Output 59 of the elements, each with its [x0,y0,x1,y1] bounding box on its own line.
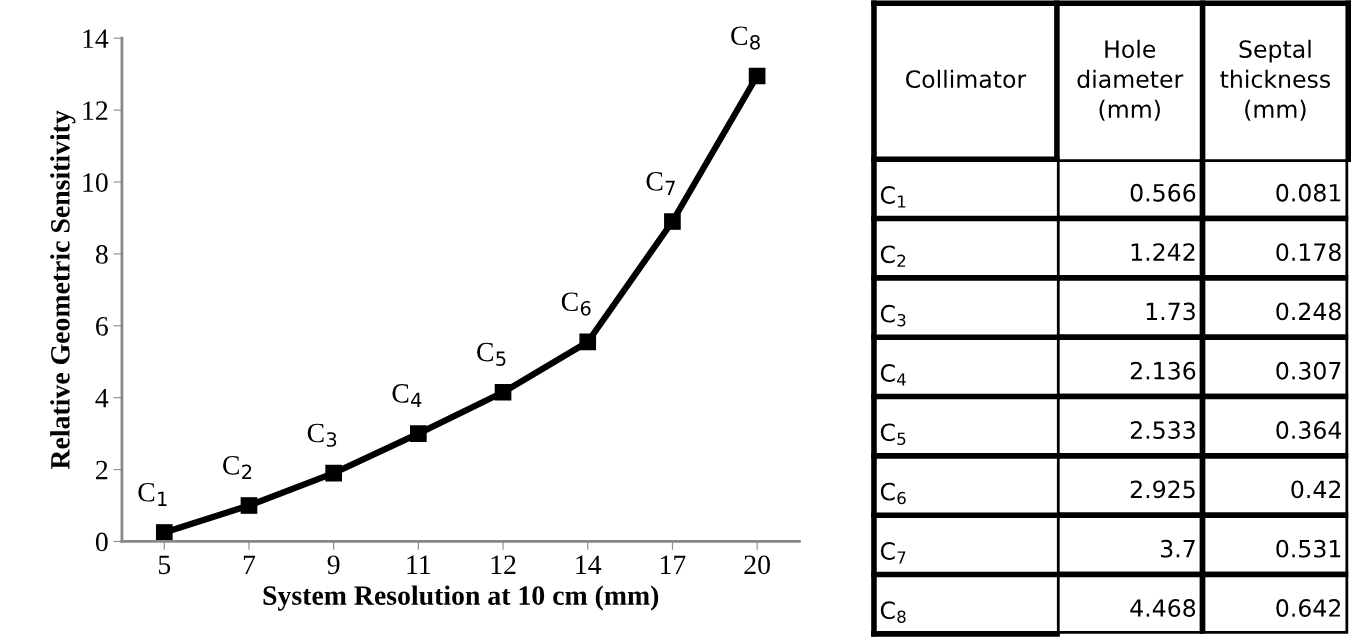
y-tick-label: 0 [95,532,108,552]
x-tick-label: 12 [491,555,516,574]
y-tick-label: C$_{6}$ [880,482,906,505]
point [155,524,173,541]
y-tick-label: C$_{7}$ [880,542,906,564]
x-tick-label: 9 [327,555,340,575]
point [410,425,427,442]
annotation: C$_{7}$ [646,172,675,195]
annotation: C$_{4}$ [392,384,422,408]
y-tick-label: C$_{8}$ [880,601,906,623]
data-label: 0.642 [1276,599,1341,617]
annotation: C$_{2}$ [223,455,252,479]
data-label: 4.468 [1130,599,1196,617]
x-tick-label: Septal thickness (mm) [1220,39,1331,121]
y-tick-label: C$_{5}$ [880,423,906,446]
x-tick-label: 17 [660,555,686,574]
x-tick-label: 11 [407,555,431,574]
data-label: 2.533 [1130,421,1195,439]
y-tick-label: 2 [96,460,108,480]
point [494,383,512,401]
y-axis-title: Relative Geometric Sensitivity [50,110,76,470]
x-tick-label: 5 [158,555,171,575]
y-tick-label: 8 [95,245,108,264]
annotation: C$_{6}$ [561,292,591,316]
point [748,67,766,85]
data-label: 0.531 [1276,539,1341,558]
point [664,213,681,230]
data-label: 0.364 [1276,421,1342,439]
y-tick-label: 6 [96,317,108,336]
data-label: 0.178 [1276,243,1341,262]
data-label: 0.307 [1276,361,1341,380]
data-label: 2.136 [1130,361,1196,380]
data-label: 0.081 [1276,183,1341,202]
x-tick-label: 7 [243,555,256,574]
y-tick-label: C$_{4}$ [880,364,906,386]
y-tick-label: C$_{1}$ [880,186,906,208]
y-tick-label: 4 [95,389,109,408]
x-tick-label: 20 [744,555,770,575]
annotation: C$_{3}$ [307,423,337,447]
x-tick-label: 14 [576,555,602,574]
point [579,333,597,351]
data-label: 3.7 [1160,539,1195,558]
data-label: 1.242 [1131,243,1195,261]
y-axis-title: Collimator [906,69,1027,89]
x-tick-label: Hole diameter (mm) [1077,39,1184,121]
y-tick-label: C$_{2}$ [880,245,906,267]
data-label: 1.73 [1146,302,1195,321]
y-tick-label: C$_{3}$ [880,304,906,327]
annotation: C$_{1}$ [138,482,167,506]
point [240,497,258,514]
point [325,464,343,482]
data-label: 0.248 [1276,302,1341,321]
data-label: 2.925 [1130,480,1195,499]
x-axis-title: System Resolution at 10 cm (mm) [263,585,659,611]
data-label: 0.566 [1130,183,1196,202]
data-label: 0.42 [1291,480,1341,499]
y-tick-label: 10 [83,173,108,192]
annotation: C$_{5}$ [477,342,506,366]
annotation: C$_{8}$ [731,26,760,50]
